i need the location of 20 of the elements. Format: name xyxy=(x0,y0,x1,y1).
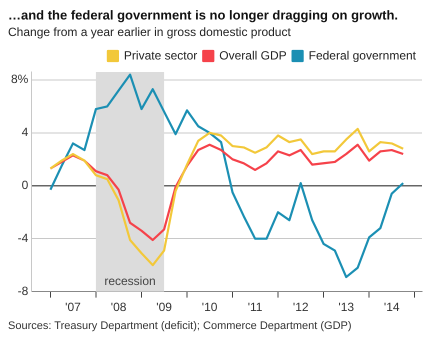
y-tick-label: 0 xyxy=(22,178,29,192)
chart-subtitle: Change from a year earlier in gross domestic product xyxy=(8,25,292,40)
x-tick-label: '08 xyxy=(110,300,127,314)
band-label: recession xyxy=(104,274,156,288)
x-tick-label: '12 xyxy=(292,300,309,314)
y-tick-label: -4 xyxy=(18,230,29,245)
chart-title: …and the federal government is no longer dragging on growth. xyxy=(8,7,398,22)
legend-label: Overall GDP xyxy=(219,48,287,62)
x-tick-label: '09 xyxy=(156,300,172,314)
legend-label: Private sector xyxy=(124,48,198,62)
x-tick-label: '11 xyxy=(248,300,263,314)
y-tick-label: 4 xyxy=(22,125,29,140)
y-tick-label: 8% xyxy=(11,72,29,86)
x-tick-label: '10 xyxy=(202,300,218,314)
source-note: Sources: Treasury Department (deficit); Commerce Department (GDP) xyxy=(8,320,353,332)
x-tick-label: '14 xyxy=(384,300,400,314)
legend-label: Federal government xyxy=(308,48,417,62)
x-tick-label: '13 xyxy=(338,300,354,314)
y-tick-label: -8 xyxy=(18,284,29,298)
x-tick-label: '07 xyxy=(65,300,82,314)
